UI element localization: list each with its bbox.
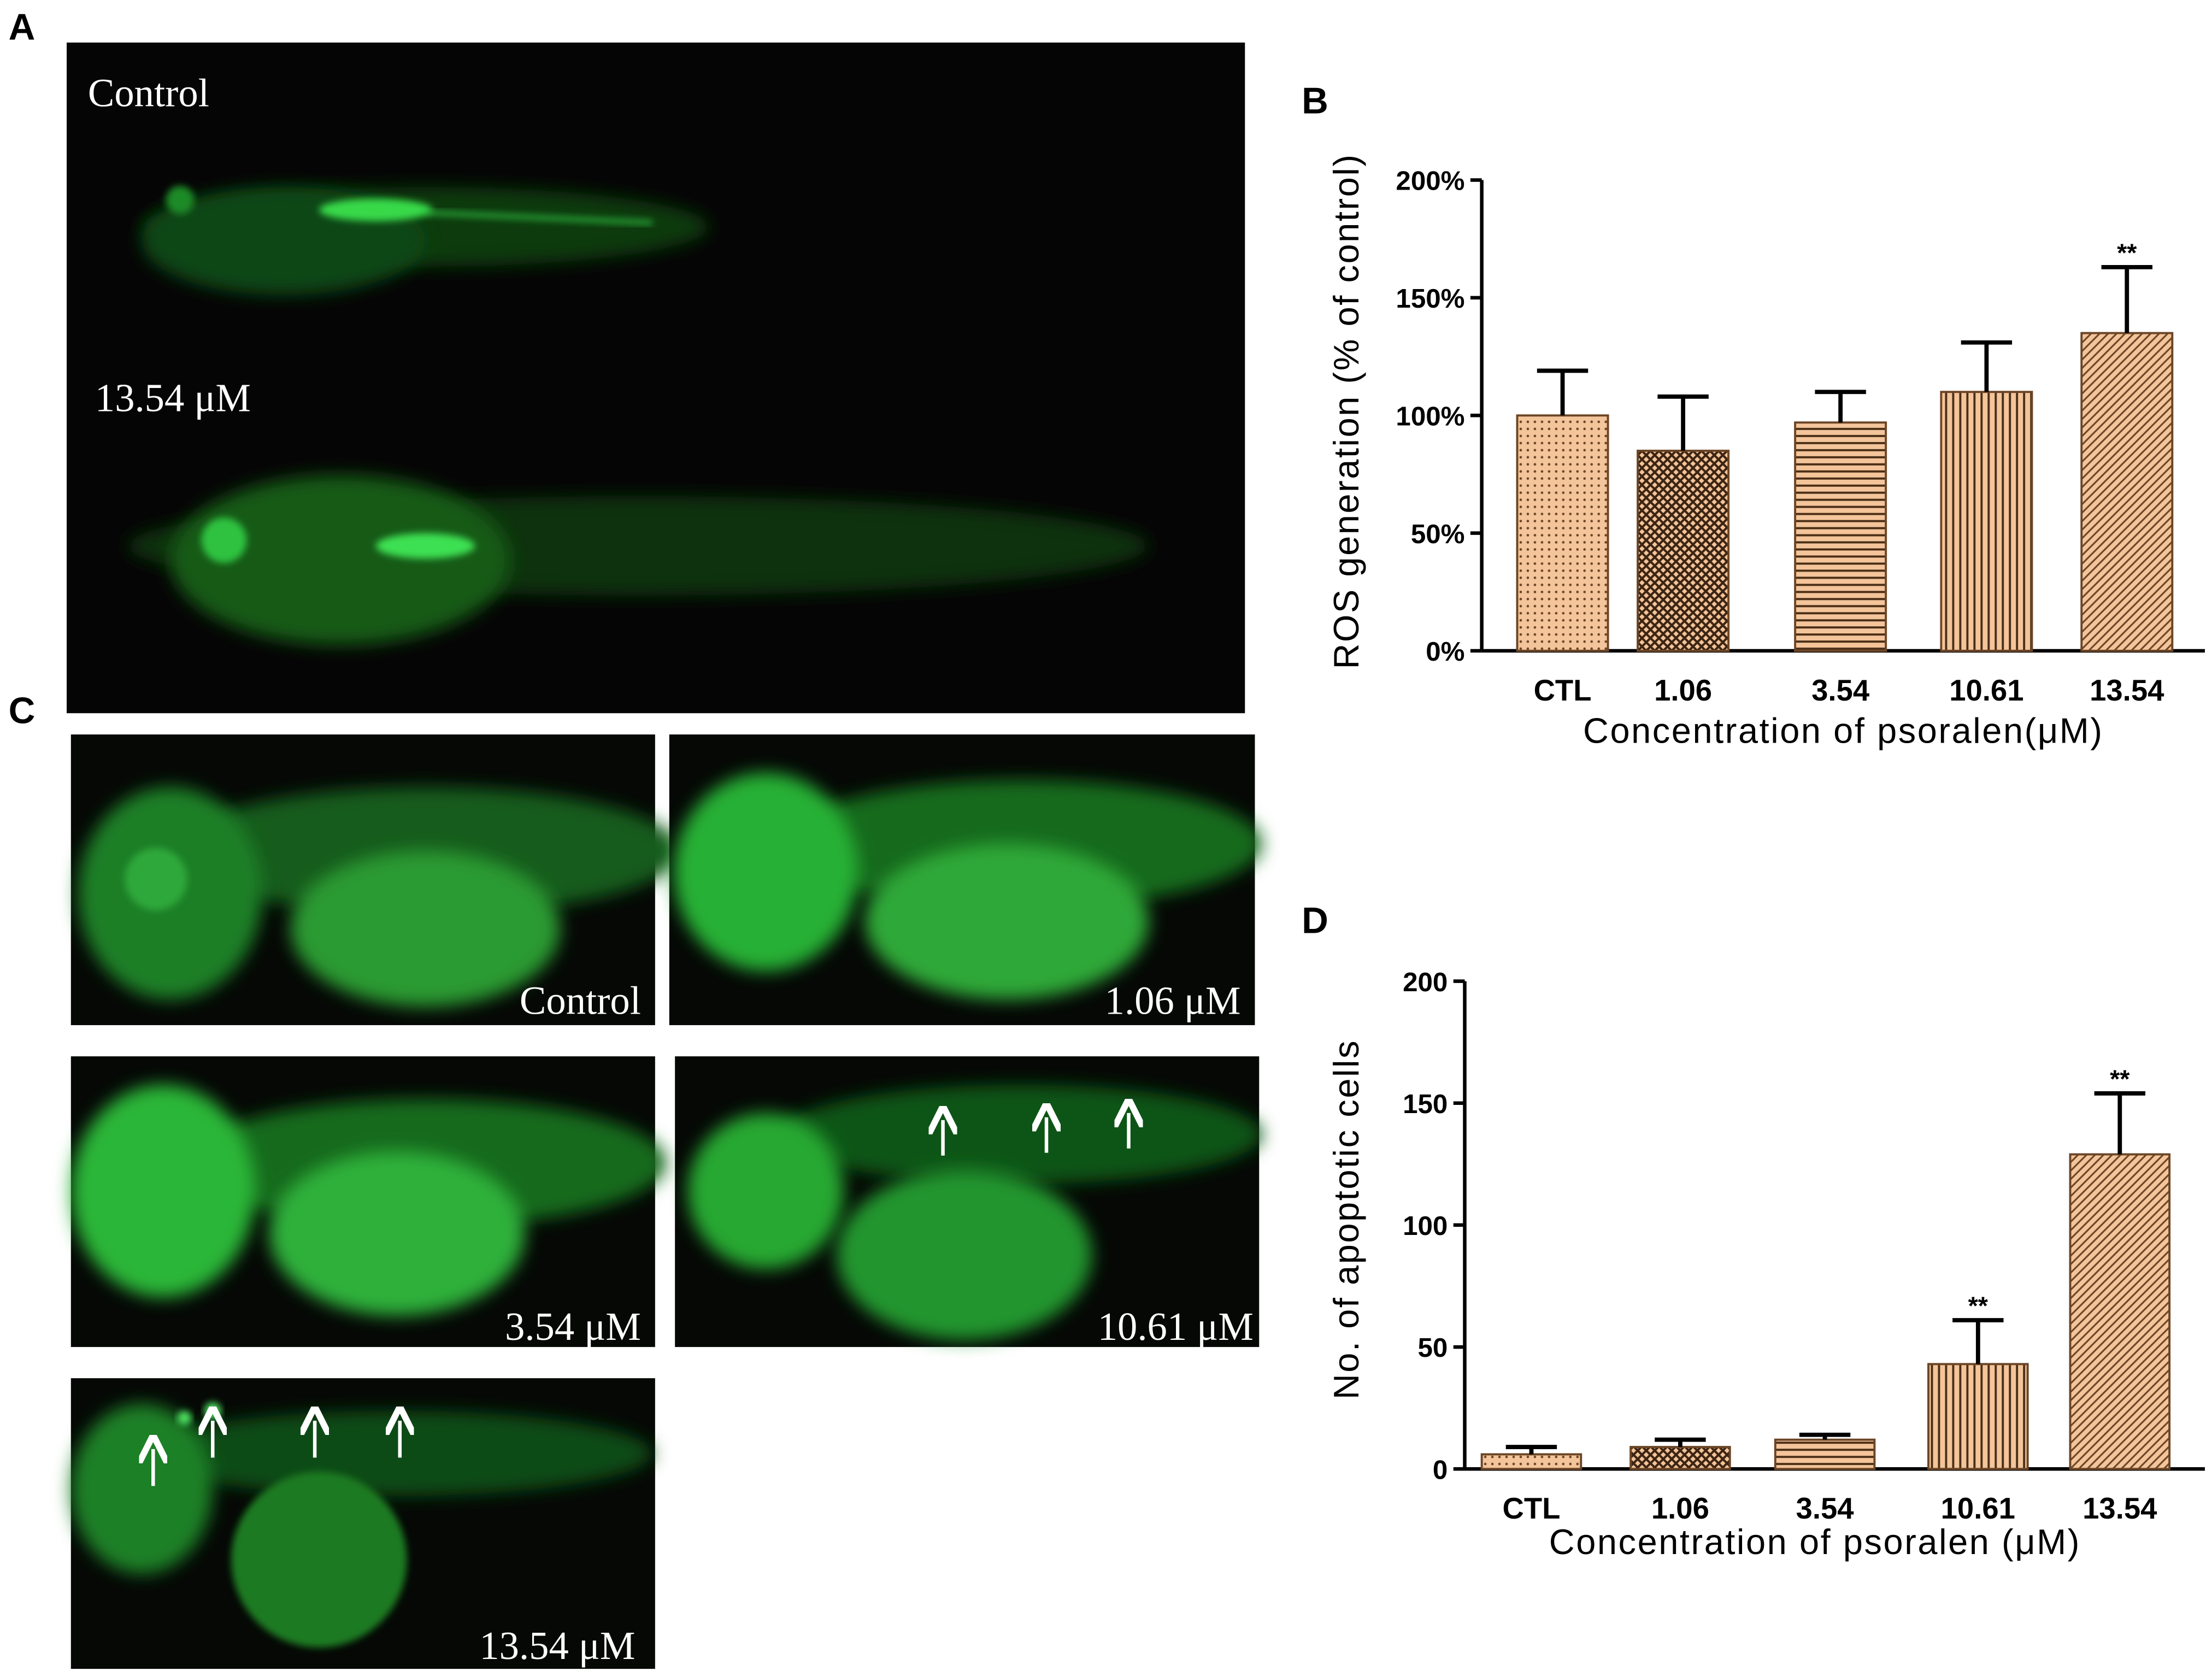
error-bar <box>1537 368 1589 416</box>
x-axis-title: Concentration of psoralen(μM) <box>1583 711 2104 751</box>
panel-label: A <box>9 7 36 48</box>
y-axis-title: No. of apoptotic cells <box>1326 1039 1366 1399</box>
x-tick-label: CTL <box>1534 674 1592 707</box>
x-tick-label: 10.61 <box>1949 674 2023 707</box>
image-caption: 10.61 μM <box>1098 1304 1254 1349</box>
bar-pattern <box>1516 414 1609 652</box>
image-caption: 3.54 μM <box>505 1304 641 1349</box>
error-bar <box>1655 1437 1706 1448</box>
y-tick-label: 0 <box>1433 1455 1448 1485</box>
error-bar <box>2101 265 2152 333</box>
y-tick-label: 0% <box>1426 637 1464 667</box>
y-tick-label: 150 <box>1403 1089 1448 1119</box>
y-tick-label: 150% <box>1396 284 1464 314</box>
image-caption: Control <box>88 71 209 115</box>
image-caption: 1.06 μM <box>1105 978 1241 1022</box>
image-caption: 13.54 μM <box>479 1623 635 1668</box>
y-axis-title: ROS generation (% of control) <box>1326 153 1366 669</box>
bar-pattern <box>1480 1453 1582 1470</box>
fish-image <box>127 185 1149 645</box>
panel-label: D <box>1302 900 1328 941</box>
error-bar <box>2094 1091 2146 1155</box>
x-tick-label: 13.54 <box>2090 674 2164 707</box>
x-tick-label: 1.06 <box>1654 674 1712 707</box>
x-tick-label: CTL <box>1502 1492 1560 1525</box>
panel-label: C <box>9 690 36 731</box>
fish-image <box>70 1056 667 1348</box>
image-caption: Control <box>520 978 641 1022</box>
significance: ** <box>2117 239 2137 267</box>
significance: ** <box>1968 1292 1989 1320</box>
y-tick-label: 200 <box>1403 967 1448 997</box>
error-bar <box>1505 1445 1557 1455</box>
fish-image <box>70 1378 655 1669</box>
y-tick-label: 100% <box>1396 401 1464 431</box>
fish-image <box>70 734 681 1026</box>
x-tick-label: 3.54 <box>1796 1492 1855 1525</box>
fish-image <box>669 734 1262 1026</box>
y-tick-label: 100 <box>1403 1211 1448 1241</box>
y-tick-label: 200% <box>1396 166 1464 196</box>
error-bar <box>1657 394 1709 451</box>
x-axis-title: Concentration of psoralen (μM) <box>1549 1522 2081 1562</box>
error-bar <box>1952 1318 2004 1364</box>
significance: ** <box>2110 1065 2130 1093</box>
x-tick-label: 1.06 <box>1651 1492 1709 1525</box>
bar-pattern <box>1927 1363 2029 1470</box>
bar-pattern <box>1940 391 2033 652</box>
y-tick-label: 50% <box>1411 519 1465 549</box>
fish-image <box>675 1056 1262 1348</box>
bar-pattern <box>1794 421 1887 652</box>
image-caption: 13.54 μM <box>95 375 251 420</box>
x-tick-label: 3.54 <box>1811 674 1870 707</box>
y-tick-label: 50 <box>1418 1333 1448 1363</box>
x-tick-label: 13.54 <box>2082 1492 2157 1525</box>
bar-pattern <box>2080 332 2174 652</box>
error-bar <box>1815 390 1866 423</box>
bar-pattern <box>2069 1153 2171 1470</box>
bar-pattern <box>1629 1446 1731 1470</box>
error-bar <box>1961 340 2013 392</box>
panel-label: B <box>1302 81 1328 122</box>
error-bar <box>1799 1432 1851 1440</box>
bar-pattern <box>1637 449 1730 652</box>
bar-pattern <box>1774 1438 1876 1470</box>
x-tick-label: 10.61 <box>1941 1492 2015 1525</box>
